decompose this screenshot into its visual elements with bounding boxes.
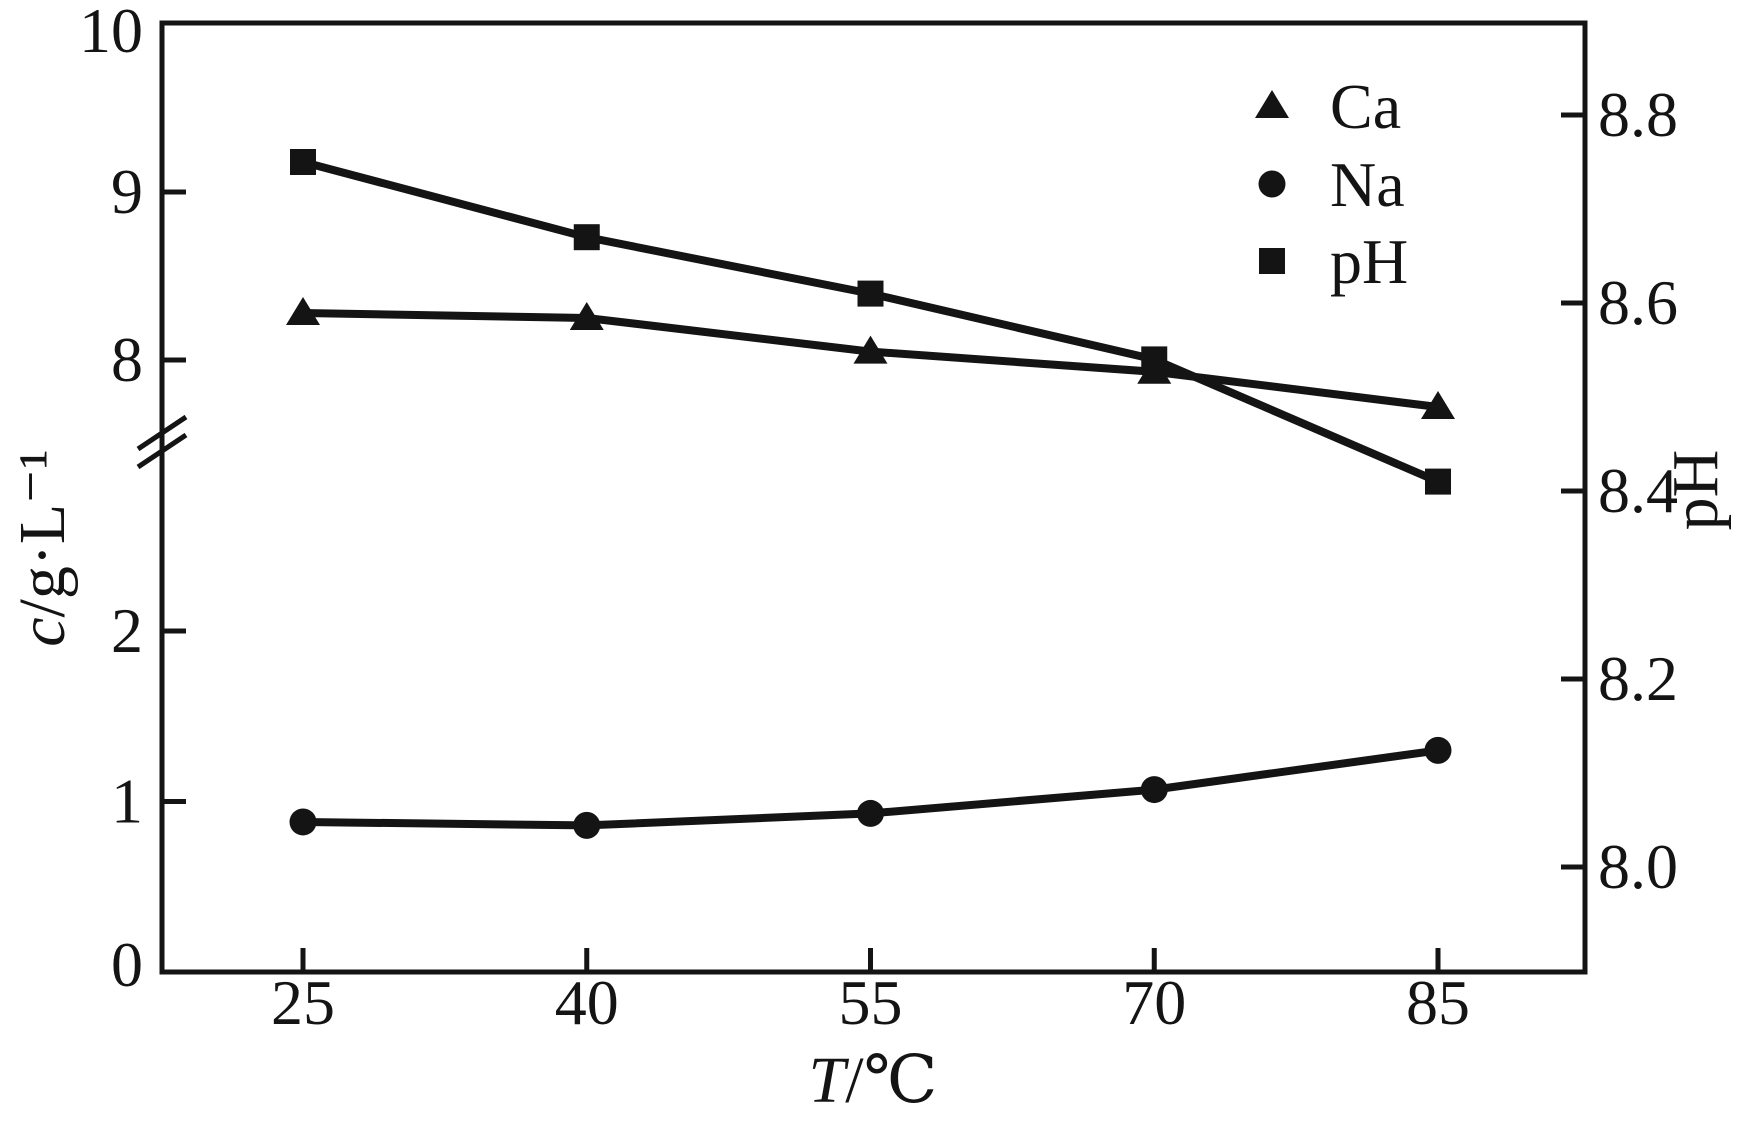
- axis-labels: c/g·L⁻¹ pH T/℃: [6, 449, 1732, 1117]
- legend-square-icon: [1259, 248, 1285, 274]
- marker-na-40: [573, 811, 601, 839]
- series-line-ph: [301, 158, 1440, 486]
- marker-ph-40: [573, 224, 600, 251]
- left-tick-label-1: 1: [111, 766, 143, 837]
- x-axis-label: T/℃: [809, 1044, 938, 1117]
- marker-ph-85: [1425, 468, 1452, 495]
- marker-na-55: [857, 799, 885, 827]
- legend-item-na: Na: [1258, 149, 1405, 220]
- marker-ca-85: [1421, 391, 1456, 420]
- right-tick-label-8.4: 8.4: [1598, 455, 1678, 526]
- left-tick-label-9: 9: [111, 156, 143, 227]
- right-tick-label-8.8: 8.8: [1598, 79, 1678, 150]
- legend-item-ca: Ca: [1255, 71, 1401, 142]
- x-tick-label-40: 40: [555, 967, 619, 1038]
- break-slash-lower: [136, 432, 188, 470]
- break-slash-upper: [136, 414, 188, 452]
- marker-ca-40: [569, 302, 604, 330]
- left-tick-label-8: 8: [111, 324, 143, 395]
- right-tick-label-8.6: 8.6: [1598, 267, 1678, 338]
- plot-frame: [159, 20, 1588, 975]
- x-tick-label-25: 25: [271, 967, 335, 1038]
- left-tick-label-10: 10: [79, 0, 143, 66]
- marker-ca-25: [286, 296, 320, 325]
- marker-ph-70: [1141, 346, 1168, 373]
- marker-na-70: [1140, 776, 1168, 804]
- plot-border: [159, 20, 1588, 975]
- y-axis-label-right: pH: [1659, 450, 1732, 531]
- series: [286, 149, 1456, 839]
- marker-ph-55: [857, 280, 884, 307]
- legend-triangle-icon: [1255, 90, 1289, 118]
- legend-label-ph: pH: [1330, 226, 1408, 297]
- marker-ph-25: [290, 149, 316, 175]
- legend-item-ph: pH: [1259, 226, 1408, 297]
- legend-label-na: Na: [1330, 149, 1405, 220]
- right-tick-label-8.0: 8.0: [1598, 831, 1678, 902]
- right-tick-label-8.2: 8.2: [1598, 643, 1678, 714]
- left-tick-label-2: 2: [111, 595, 143, 666]
- marker-ca-55: [853, 335, 888, 364]
- y-axis-label-left: c/g·L⁻¹: [6, 449, 79, 647]
- marker-na-85: [1424, 736, 1452, 764]
- left-tick-label-0: 0: [111, 929, 143, 1000]
- marker-na-25: [289, 808, 317, 836]
- legend-circle-icon: [1258, 170, 1286, 198]
- axis-break: [136, 414, 188, 470]
- x-tick-label-70: 70: [1122, 967, 1186, 1038]
- legend-label-ca: Ca: [1330, 71, 1401, 142]
- axis-ticks: 25 40 55 70 85 0 1 2 8 9 10 8.0 8.2 8.4 8.6 8.8: [79, 0, 1678, 1038]
- x-tick-label-85: 85: [1406, 967, 1470, 1038]
- x-tick-label-55: 55: [839, 967, 903, 1038]
